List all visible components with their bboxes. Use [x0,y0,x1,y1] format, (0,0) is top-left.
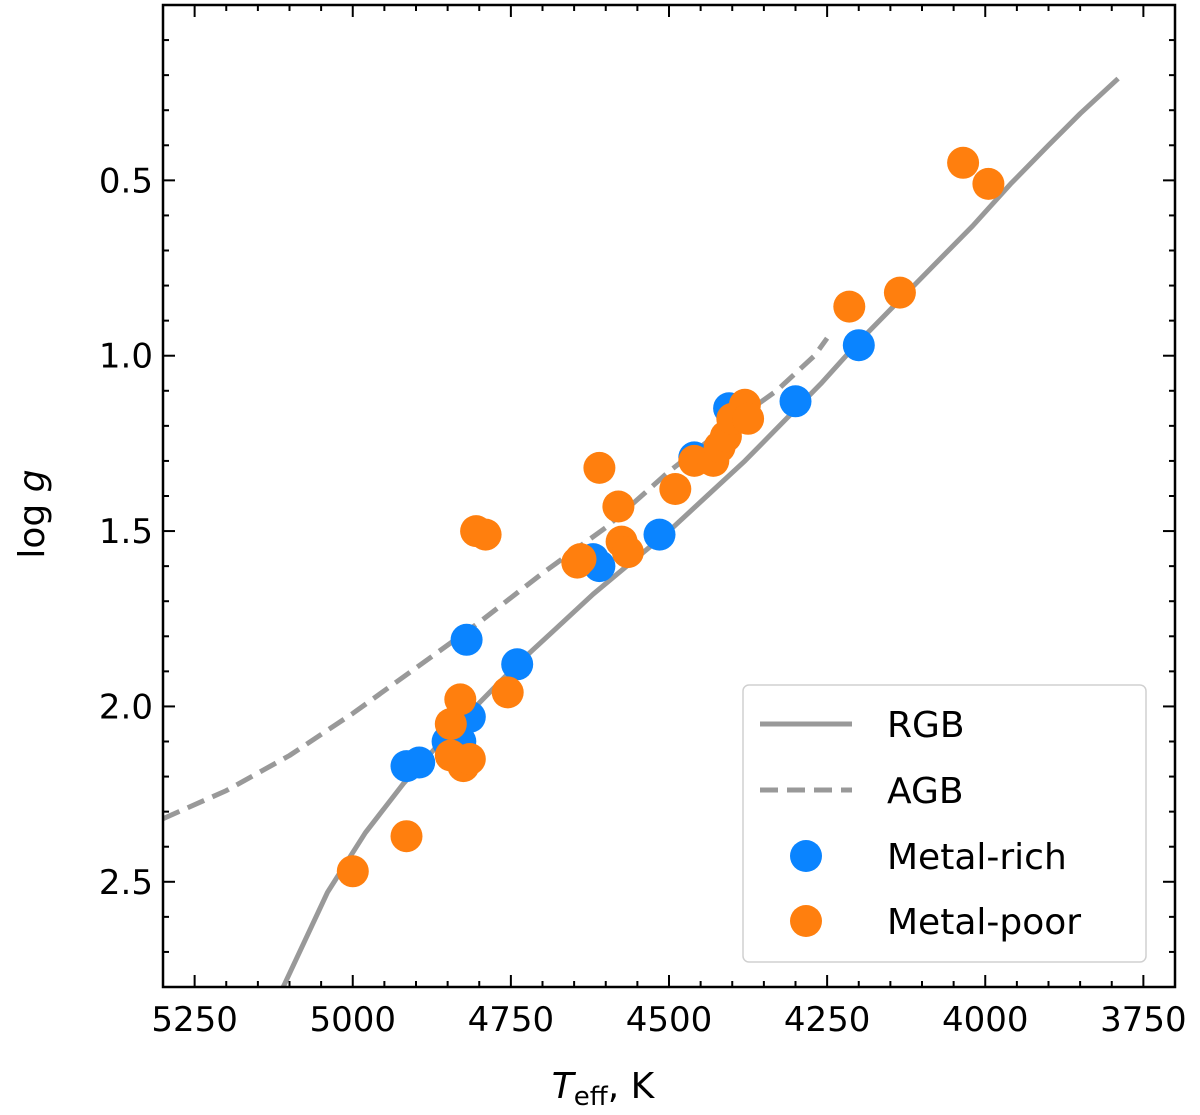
point-metal-poor [602,490,635,523]
y-axis-title-main: log [12,492,53,558]
point-metal-rich [403,746,436,779]
point-metal-poor [732,402,765,435]
point-metal-rich [501,648,534,681]
plot-frame [161,3,1177,989]
legend: RGB AGB Metal-rich Metal-poor [742,684,1147,963]
y-tick-label: 1.0 [99,337,153,377]
point-metal-poor [659,473,692,505]
legend-label-rgb: RGB [887,705,965,746]
x-axis-title-sub: eff [574,1082,609,1112]
point-metal-rich [779,385,812,418]
point-metal-poor [390,820,423,853]
point-metal-poor [453,743,486,775]
legend-label-agb: AGB [887,771,964,812]
x-tick-label: 4500 [626,1000,713,1040]
svg-text:Teff, K: Teff, K [552,1066,656,1112]
point-metal-poor [491,676,524,709]
y-axis-title-italic: g [12,469,53,492]
y-axis-title: log g [12,469,53,558]
point-metal-poor [564,543,597,576]
legend-swatch-metal-poor [790,905,822,937]
x-tick-label: 3750 [1100,1000,1187,1040]
point-metal-poor [583,451,616,484]
plot-area [163,76,1120,987]
x-tick-label: 5000 [309,1000,396,1040]
x-axis-title: Teff, K [552,1066,656,1112]
point-metal-poor [469,518,502,551]
legend-swatch-metal-rich [790,840,822,872]
point-metal-poor [972,167,1005,200]
x-tick-label: 4250 [784,1000,871,1040]
series-line-agb [163,336,830,821]
axis-ticks: 5250 5000 4750 4500 4250 4000 3750 0.5 1.0 1.5 2.0… [99,5,1187,1040]
point-metal-rich [842,329,875,362]
y-tick-label: 2.0 [99,687,153,727]
x-axis-title-unit: , K [608,1066,656,1107]
y-tick-label: 0.5 [99,161,153,201]
x-axis-title-main: T [552,1066,577,1107]
point-metal-poor [444,683,477,716]
y-tick-label: 1.5 [99,512,153,552]
point-metal-poor [883,276,916,309]
x-tick-label: 5250 [151,1000,238,1040]
y-tick-label: 2.5 [99,863,153,903]
legend-label-metal-poor: Metal-poor [887,902,1081,943]
point-metal-poor [336,855,369,888]
point-metal-poor [611,536,644,569]
point-metal-rich [450,623,483,656]
point-metal-poor [833,290,866,323]
svg-text:log g: log g [12,469,53,558]
x-tick-label: 4000 [942,1000,1029,1040]
legend-box [742,684,1147,963]
point-metal-poor [434,708,467,740]
point-metal-poor [947,146,980,179]
point-metal-rich [643,518,676,551]
legend-label-metal-rich: Metal-rich [887,837,1067,878]
x-tick-label: 4750 [468,1000,555,1040]
